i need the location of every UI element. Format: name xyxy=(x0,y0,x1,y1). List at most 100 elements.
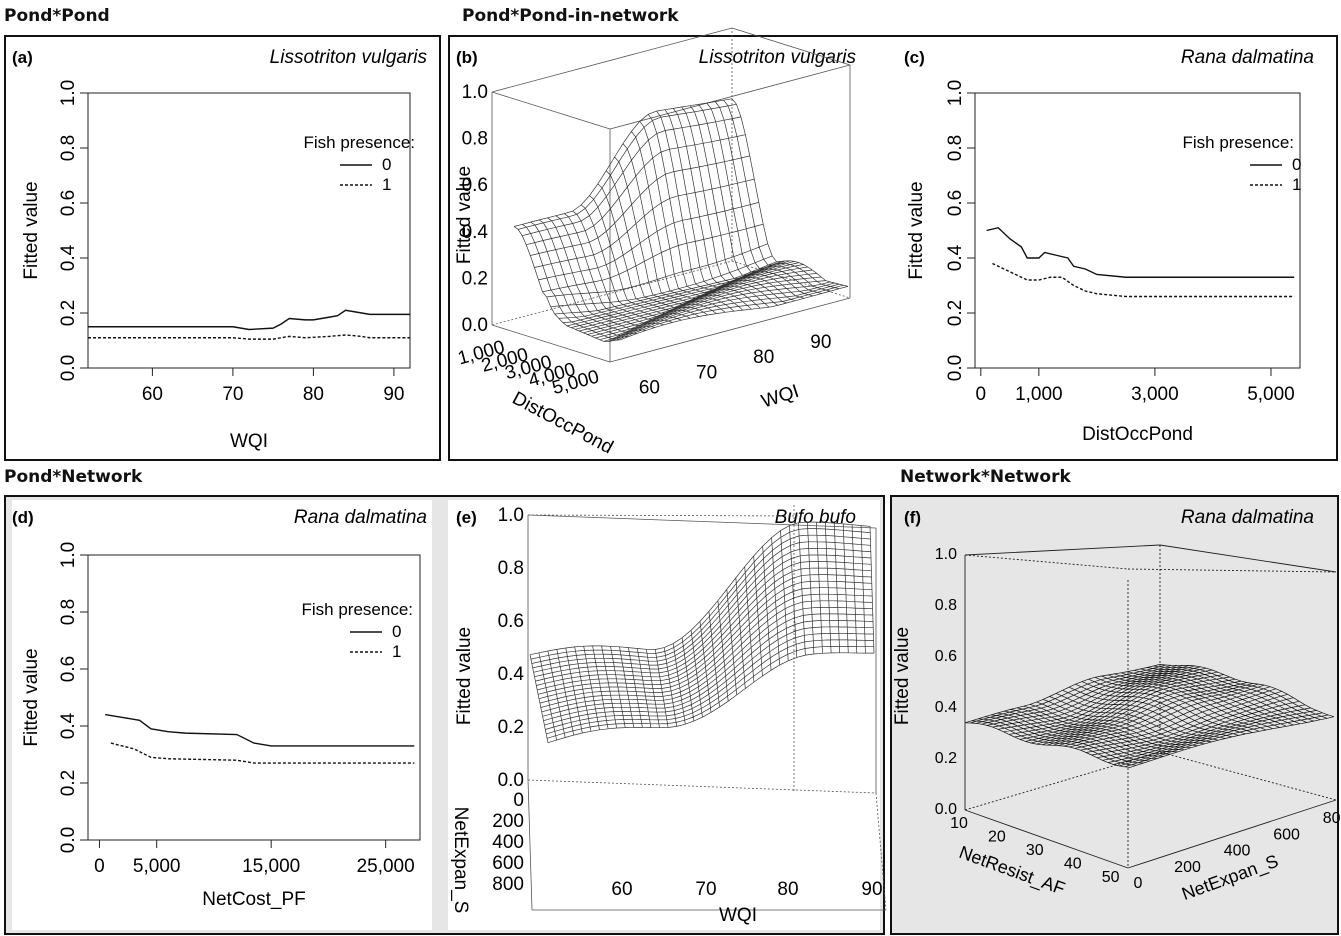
box-edge xyxy=(875,792,887,911)
x-axis-label: WQI xyxy=(719,905,757,926)
section-title-pond-pond-network: Pond*Pond-in-network xyxy=(462,6,679,26)
z-tick-label: 1.0 xyxy=(462,82,488,103)
z-tick-label: 0.2 xyxy=(462,268,488,289)
x-tick-label: 5,000 xyxy=(1247,384,1295,405)
z-axis-label: Fitted value xyxy=(454,627,475,725)
y-axis-label: Fitted value xyxy=(21,181,42,279)
x-tick-label: 1,000 xyxy=(1015,384,1063,405)
x-tick-label: 15,000 xyxy=(242,856,300,877)
x-tick-label: 70 xyxy=(695,879,716,900)
series-line-1 xyxy=(110,742,415,764)
z-tick-label: 0.2 xyxy=(935,750,957,767)
z-tick-label: 0.4 xyxy=(462,222,489,243)
box-edge xyxy=(964,809,1129,869)
y-tick-label: 0.0 xyxy=(58,355,79,381)
x-tick-label: 90 xyxy=(383,384,404,405)
y-tick-label: 0.4 xyxy=(58,244,79,271)
box-edge xyxy=(964,554,1129,570)
legend-label-0: 0 xyxy=(392,622,401,641)
z-tick-label: 0.6 xyxy=(935,648,957,665)
y-tick-label: 0.8 xyxy=(58,135,79,161)
panel-e-species: Bufo bufo xyxy=(775,507,856,528)
box-edge xyxy=(491,91,611,130)
z-tick-label: 0.0 xyxy=(935,801,957,818)
z-tick-label: 0.8 xyxy=(935,597,957,614)
box-edge xyxy=(491,260,733,326)
legend-title: Fish presence: xyxy=(302,600,414,619)
y-tick-label: 400 xyxy=(492,832,524,853)
plot-frame xyxy=(87,554,421,841)
y-tick-label: 60 xyxy=(639,378,660,399)
y-axis-label: WQI xyxy=(759,381,802,413)
x-axis-label: DistOccPond xyxy=(509,388,617,459)
box-edge xyxy=(609,64,851,130)
series-line-0 xyxy=(88,309,410,331)
box-edge xyxy=(609,297,851,363)
section-title-pond-pond: Pond*Pond xyxy=(4,6,110,26)
panel-b-label: (b) xyxy=(456,48,478,67)
x-tick-label: 40 xyxy=(1064,855,1082,872)
y-tick-label: 0.0 xyxy=(945,355,966,381)
x-tick-label: 25,000 xyxy=(357,856,415,877)
group-box-pond-pond xyxy=(4,35,441,461)
y-tick-label: 0.2 xyxy=(945,300,966,326)
legend-label-0: 0 xyxy=(382,155,391,174)
y-tick-label: 0.8 xyxy=(945,135,966,161)
y-tick-label: 90 xyxy=(810,332,831,353)
x-tick-label: 0 xyxy=(94,856,105,877)
y-tick-label: 200 xyxy=(492,811,524,832)
line-chart-d: 0.0 0.2 0.4 0.6 0.8 1.0 0 5,000 15,000 25,000 NetC… xyxy=(21,542,421,910)
panel-b-species: Lissotriton vulgaris xyxy=(699,47,857,68)
x-axis-label: NetResist_AF xyxy=(956,842,1068,900)
x-tick-label: 80 xyxy=(303,384,324,405)
y-tick-label: 0.6 xyxy=(945,190,966,216)
y-tick-label: 80 xyxy=(753,347,774,368)
plot-frame xyxy=(87,92,411,369)
legend-title: Fish presence: xyxy=(1183,133,1295,152)
x-axis-label: DistOccPond xyxy=(1082,424,1193,445)
x-tick-label: 90 xyxy=(861,879,882,900)
x-tick-label: 50 xyxy=(1102,869,1120,886)
box-edge xyxy=(491,324,611,363)
y-tick-label: 0.4 xyxy=(58,712,79,739)
y-tick-label: 800 xyxy=(1323,810,1341,827)
panel-f-label: (f) xyxy=(904,508,921,527)
box-edge xyxy=(1127,568,1337,573)
surface-mesh xyxy=(513,98,849,343)
y-tick-label: 800 xyxy=(492,874,524,895)
y-tick-label: 0.6 xyxy=(58,656,79,682)
series-line-1 xyxy=(992,262,1295,298)
y-tick-label: 0.2 xyxy=(58,770,79,796)
legend-title: Fish presence: xyxy=(304,133,416,152)
x-tick-label: 10 xyxy=(950,815,968,832)
series-line-0 xyxy=(986,226,1295,278)
x-tick-label: 60 xyxy=(611,879,632,900)
panel-d-label: (d) xyxy=(12,508,34,527)
y-tick-label: 0.4 xyxy=(945,244,966,271)
y-tick-label: 600 xyxy=(1273,826,1300,843)
box-edge xyxy=(731,260,851,299)
z-axis-label: Fitted value xyxy=(454,166,475,264)
box-edge xyxy=(731,27,851,66)
panel-f-species: Rana dalmatina xyxy=(1181,507,1314,528)
panel-c-species: Rana dalmatina xyxy=(1181,47,1314,68)
box-edge xyxy=(527,779,533,911)
surface-chart-e: 0.0 0.2 0.4 0.6 0.8 1.0 Fitted value 0200400600… xyxy=(450,505,887,926)
x-tick-label: 0 xyxy=(976,384,987,405)
z-tick-label: 0.0 xyxy=(498,770,524,791)
series-line-1 xyxy=(88,334,410,340)
box-edge xyxy=(1159,751,1337,801)
z-tick-label: 0.2 xyxy=(498,717,524,738)
x-tick-label: 80 xyxy=(777,879,798,900)
y-tick-label: 600 xyxy=(492,853,524,874)
section-title-network-network: Network*Network xyxy=(900,467,1071,487)
legend-label-1: 1 xyxy=(1292,175,1301,194)
y-tick-label: 70 xyxy=(696,362,717,383)
panel-a-species: Lissotriton vulgaris xyxy=(270,47,428,68)
series-line-0 xyxy=(105,713,415,747)
y-tick-label: 1.0 xyxy=(58,80,79,106)
panel-e-label: (e) xyxy=(456,508,477,527)
x-tick-label: 5,000 xyxy=(133,856,181,877)
